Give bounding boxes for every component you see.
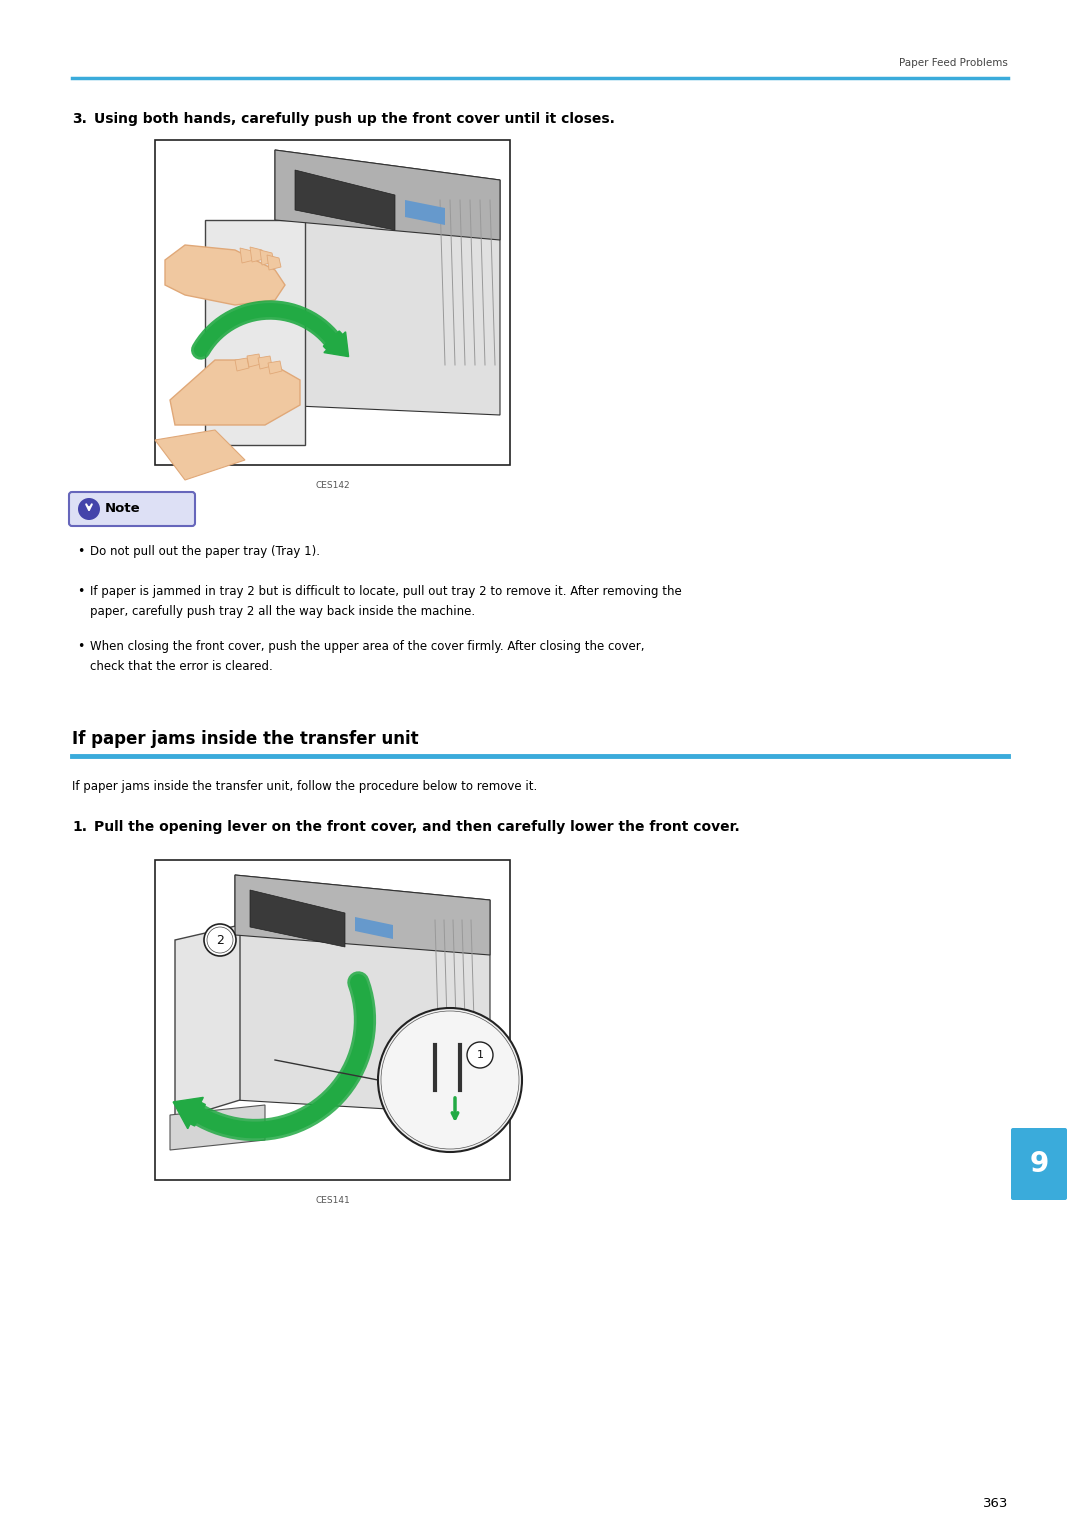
Text: CES141: CES141 bbox=[315, 1196, 350, 1206]
Polygon shape bbox=[249, 247, 264, 262]
Polygon shape bbox=[275, 150, 500, 415]
Polygon shape bbox=[249, 890, 345, 947]
Polygon shape bbox=[295, 170, 395, 230]
Polygon shape bbox=[165, 245, 285, 305]
Polygon shape bbox=[260, 250, 274, 265]
Polygon shape bbox=[405, 201, 445, 225]
Circle shape bbox=[378, 1008, 522, 1152]
Polygon shape bbox=[240, 248, 254, 264]
FancyArrow shape bbox=[323, 331, 349, 357]
Text: check that the error is cleared.: check that the error is cleared. bbox=[90, 660, 273, 673]
Circle shape bbox=[204, 924, 237, 956]
Text: Paper Feed Problems: Paper Feed Problems bbox=[900, 58, 1008, 67]
Polygon shape bbox=[268, 362, 282, 374]
Text: paper, carefully push tray 2 all the way back inside the machine.: paper, carefully push tray 2 all the way… bbox=[90, 605, 475, 617]
Polygon shape bbox=[235, 875, 490, 1115]
Polygon shape bbox=[175, 925, 240, 1120]
Text: •: • bbox=[77, 585, 84, 597]
Text: •: • bbox=[77, 640, 84, 653]
Text: 363: 363 bbox=[983, 1497, 1008, 1511]
Polygon shape bbox=[247, 354, 261, 368]
Circle shape bbox=[78, 498, 100, 519]
Polygon shape bbox=[170, 360, 300, 424]
Polygon shape bbox=[258, 355, 272, 369]
FancyArrow shape bbox=[173, 1097, 205, 1129]
Circle shape bbox=[467, 1042, 492, 1068]
Polygon shape bbox=[156, 430, 245, 480]
Text: When closing the front cover, push the upper area of the cover firmly. After clo: When closing the front cover, push the u… bbox=[90, 640, 645, 653]
Polygon shape bbox=[267, 254, 281, 270]
Text: Pull the opening lever on the front cover, and then carefully lower the front co: Pull the opening lever on the front cove… bbox=[94, 820, 740, 833]
Text: CES142: CES142 bbox=[315, 481, 350, 490]
Text: Using both hands, carefully push up the front cover until it closes.: Using both hands, carefully push up the … bbox=[94, 112, 615, 126]
FancyBboxPatch shape bbox=[1011, 1128, 1067, 1200]
FancyBboxPatch shape bbox=[69, 492, 195, 525]
Circle shape bbox=[381, 1011, 519, 1149]
Bar bbox=[156, 139, 510, 466]
Text: If paper is jammed in tray 2 but is difficult to locate, pull out tray 2 to remo: If paper is jammed in tray 2 but is diff… bbox=[90, 585, 681, 597]
Text: 2: 2 bbox=[216, 933, 224, 947]
Polygon shape bbox=[235, 358, 249, 371]
Text: 3.: 3. bbox=[72, 112, 86, 126]
Text: 1: 1 bbox=[476, 1049, 484, 1060]
Polygon shape bbox=[205, 221, 305, 444]
Polygon shape bbox=[275, 150, 500, 241]
Bar bbox=[156, 859, 510, 1180]
Text: If paper jams inside the transfer unit, follow the procedure below to remove it.: If paper jams inside the transfer unit, … bbox=[72, 780, 537, 794]
Text: If paper jams inside the transfer unit: If paper jams inside the transfer unit bbox=[72, 731, 419, 748]
Polygon shape bbox=[235, 875, 490, 954]
Polygon shape bbox=[355, 918, 393, 939]
Text: 1.: 1. bbox=[72, 820, 87, 833]
Text: 9: 9 bbox=[1029, 1151, 1049, 1178]
Text: •: • bbox=[77, 545, 84, 558]
Text: Do not pull out the paper tray (Tray 1).: Do not pull out the paper tray (Tray 1). bbox=[90, 545, 320, 558]
Polygon shape bbox=[170, 1105, 265, 1151]
Text: Note: Note bbox=[105, 502, 140, 515]
